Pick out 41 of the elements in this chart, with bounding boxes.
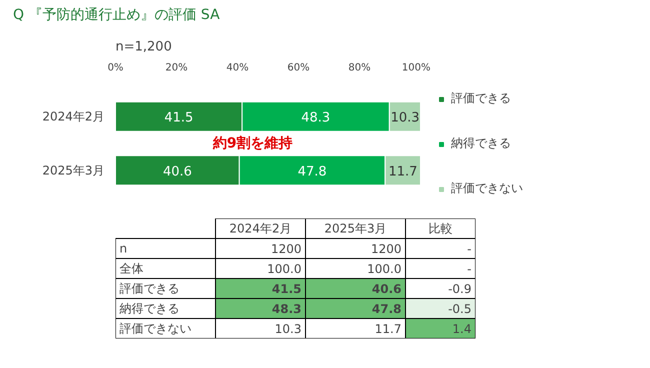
y-tick-label: 評価できる [120, 282, 180, 296]
x-tick-label: 60% [287, 62, 310, 74]
data-label: -0.5 [448, 302, 472, 316]
x-tick-label: 40% [226, 62, 249, 74]
chart-title: Q 『予防的通行止め』の評価 SA [13, 6, 220, 25]
x-tick-label: 2024年2月 [229, 222, 292, 236]
y-tick-label: 全体 [120, 262, 144, 276]
data-label: 48.3 [272, 302, 302, 316]
data-label: 100.0 [367, 262, 402, 276]
data-label: -0.9 [448, 282, 472, 296]
data-label: 48.3 [301, 110, 330, 126]
x-tick-label: 比較 [428, 222, 452, 236]
data-label: 41.5 [164, 110, 194, 126]
data-label: 1200 [270, 242, 302, 256]
x-tick-label: 80% [348, 62, 371, 74]
y-tick-label: n [120, 242, 128, 256]
x-tick-label: 20% [165, 62, 188, 74]
data-label: 47.8 [372, 302, 402, 316]
y-tick-label: 納得できる [120, 302, 180, 316]
text: - [467, 242, 472, 256]
data-label: 11.7 [374, 322, 402, 336]
data-label: 11.7 [388, 164, 418, 180]
x-tick-label: 0% [108, 62, 124, 74]
legend-label: 評価できない [451, 180, 523, 197]
data-label: 1.4 [452, 322, 472, 336]
legend-label: 評価できる [451, 90, 511, 107]
x-tick-label: 100% [402, 62, 431, 74]
data-label: 41.5 [272, 282, 302, 296]
text: - [467, 262, 472, 276]
data-label: 40.6 [372, 282, 402, 296]
data-label: 100.0 [267, 262, 302, 276]
annotation: 約9割を維持 [212, 134, 293, 152]
legend-label: 納得できる [451, 135, 511, 152]
y-tick-label: 評価できない [120, 322, 192, 336]
data-label: 47.8 [298, 164, 327, 180]
x-tick-label: 2025年3月 [324, 222, 387, 236]
data-label: 10.3 [390, 110, 420, 126]
data-label: 1200 [370, 242, 402, 256]
data-label: 40.6 [162, 164, 192, 180]
data-label: 10.3 [274, 322, 302, 336]
text: n=1,200 [116, 40, 172, 54]
